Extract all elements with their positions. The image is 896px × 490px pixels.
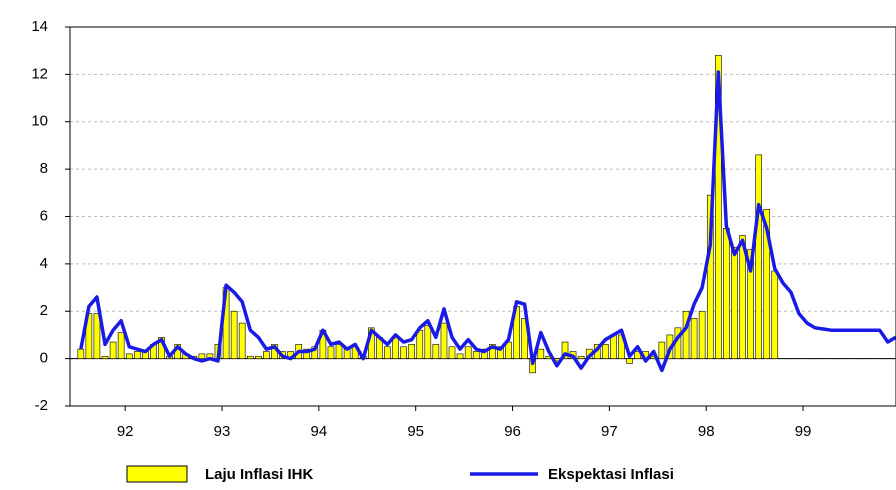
bar (489, 344, 496, 359)
bar (125, 353, 133, 359)
bar (424, 325, 432, 359)
y-tick-label: 8 (40, 160, 48, 177)
bar (198, 353, 206, 359)
bar (537, 348, 545, 359)
legend-label: Ekspektasi Inflasi (548, 466, 674, 483)
bar (690, 318, 698, 359)
bar (263, 351, 270, 359)
y-tick-label: 6 (40, 207, 48, 224)
bar (723, 228, 730, 359)
bar (133, 351, 141, 359)
x-tick-label: 97 (601, 423, 618, 440)
x-tick-label: 99 (795, 423, 812, 440)
x-tick-label: 93 (214, 423, 231, 440)
bar (432, 344, 440, 359)
x-tick-label: 92 (117, 423, 134, 440)
bar (601, 344, 609, 359)
bar (464, 346, 472, 359)
bar (714, 55, 722, 359)
x-tick-label: 98 (698, 423, 715, 440)
line (79, 70, 896, 373)
bar (456, 353, 464, 359)
bar (117, 332, 125, 359)
bar (246, 355, 254, 359)
bar (101, 355, 109, 359)
y-tick-label: -2 (35, 397, 48, 414)
bar (77, 348, 85, 359)
bar (472, 351, 480, 359)
bar (577, 355, 585, 359)
legend-label: Laju Inflasi IHK (205, 466, 314, 483)
bar (230, 310, 238, 359)
bar (658, 341, 666, 359)
x-tick-label: 96 (504, 423, 521, 440)
bar (238, 322, 246, 359)
bar (416, 329, 424, 359)
bar (400, 346, 407, 359)
bar (561, 341, 569, 359)
bar (335, 344, 343, 359)
bar (327, 346, 335, 359)
bar (771, 270, 779, 359)
legend-swatch (126, 465, 188, 483)
x-tick-label: 94 (311, 423, 328, 440)
bar (610, 334, 617, 359)
bar (384, 346, 391, 359)
bar (755, 154, 763, 359)
bar (303, 348, 311, 359)
bar (480, 348, 488, 359)
bar (93, 313, 101, 359)
bar (682, 310, 690, 359)
bar (392, 337, 399, 359)
y-tick-label: 14 (31, 18, 48, 35)
x-tick-label: 95 (407, 423, 424, 440)
plot-frame (69, 26, 896, 407)
bar (408, 344, 415, 359)
bar (109, 341, 117, 359)
bar (698, 310, 706, 359)
bar (739, 235, 746, 359)
y-tick-label: 12 (31, 65, 48, 82)
y-tick-label: 4 (40, 255, 48, 272)
bar (763, 209, 771, 359)
bar (731, 246, 738, 359)
y-tick-label: 10 (31, 113, 48, 130)
bar (747, 249, 754, 359)
y-tick-label: 0 (40, 350, 48, 367)
bar (448, 346, 456, 359)
bar (706, 194, 714, 359)
bar (255, 355, 262, 359)
bar (626, 358, 633, 364)
bar (440, 322, 448, 359)
y-tick-label: 2 (40, 302, 48, 319)
